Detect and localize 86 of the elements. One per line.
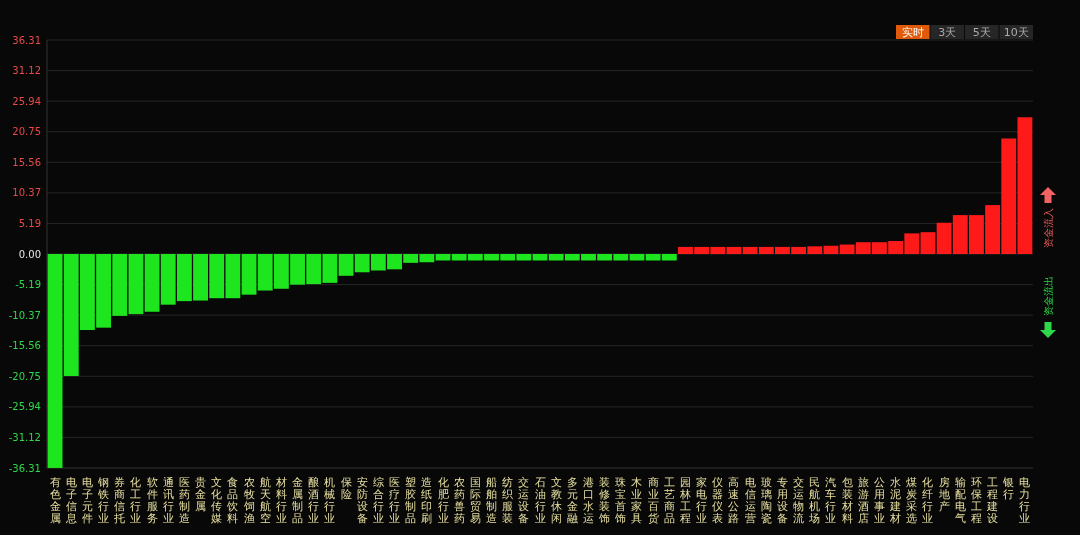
x-tick-label: 综合行业 (372, 476, 384, 524)
x-tick-label: 保险 (340, 476, 352, 500)
x-tick-label: 机械行业 (324, 476, 336, 524)
x-tick-label: 农牧饲渔 (242, 476, 255, 524)
x-tick-label: 塑胶制品 (405, 476, 417, 524)
x-tick-label: 石油行业 (534, 476, 546, 524)
x-tick-label: 金属制品 (292, 476, 304, 524)
x-tick-label: 装修装饰 (598, 476, 611, 524)
x-tick-label: 园林工程 (678, 476, 691, 524)
x-tick-label: 造纸印刷 (421, 476, 433, 524)
x-tick-label: 珠宝首饰 (614, 476, 627, 524)
x-tick-label: 旅游酒店 (857, 476, 869, 524)
x-tick-label: 文化传媒 (211, 476, 223, 524)
x-tick-label: 港口水运 (582, 476, 594, 524)
x-tick-label: 汽车行业 (825, 476, 837, 524)
x-tick-label: 环保工程 (970, 476, 982, 524)
x-tick-label: 银行 (1002, 476, 1015, 500)
x-tick-label: 输配电气 (954, 476, 966, 524)
x-tick-label: 玻璃陶瓷 (760, 476, 772, 524)
x-tick-label: 木业家具 (631, 476, 643, 524)
x-tick-label: 农药兽药 (453, 476, 465, 524)
x-tick-label: 煤炭采选 (906, 476, 918, 524)
text: 资金流入 (1043, 208, 1054, 248)
x-tick-label: 医药制造 (178, 476, 190, 524)
y-tick-label: 25.94 (12, 95, 41, 107)
x-tick-label: 电信运营 (744, 476, 756, 524)
y-tick-label: -10.37 (8, 309, 41, 321)
x-tick-label: 软件服务 (146, 476, 158, 524)
y-tick-label: -5.19 (15, 279, 41, 291)
x-tick-label: 电力行业 (1019, 476, 1031, 524)
y-tick-label: 36.31 (12, 34, 41, 46)
x-tick-label: 文教休闲 (550, 476, 562, 524)
y-tick-label: -31.12 (8, 431, 41, 443)
x-tick-label: 交运设备 (518, 476, 530, 524)
text: 3天 (938, 26, 957, 39)
x-tick-label: 仪器仪表 (712, 476, 724, 524)
y-tick-label: 31.12 (12, 65, 41, 77)
y-tick-label: -15.56 (8, 340, 41, 352)
x-tick-label: 材料行业 (274, 476, 287, 524)
bar (338, 254, 354, 276)
y-tick-label: 10.37 (12, 187, 41, 199)
x-tick-label: 化肥行业 (437, 476, 449, 524)
x-tick-label: 纺织服装 (502, 476, 514, 524)
text: 资金流出 (1043, 276, 1054, 316)
x-tick-label: 医疗行业 (389, 476, 401, 524)
x-tick-label: 国际贸易 (469, 476, 481, 524)
x-tick-label: 电子信息 (64, 476, 77, 524)
x-tick-label: 酿酒行业 (308, 476, 320, 524)
x-tick-label: 食品饮料 (226, 476, 239, 524)
x-tick-label: 公用事业 (873, 476, 885, 524)
text: 10天 (1003, 26, 1029, 39)
x-tick-label: 商业百货 (647, 476, 659, 524)
x-tick-label: 多元金融 (566, 476, 578, 524)
text: 实时 (901, 26, 924, 39)
x-tick-label: 券商信托 (113, 476, 126, 524)
x-tick-label: 工艺商品 (663, 476, 675, 524)
x-tick-label: 船舶制造 (486, 476, 498, 524)
x-tick-label: 水泥建材 (889, 476, 902, 524)
x-tick-label: 贵金属 (195, 476, 207, 512)
text: 5天 (972, 26, 991, 39)
x-tick-label: 通讯行业 (162, 476, 174, 524)
x-tick-label: 交运物流 (793, 476, 805, 524)
y-tick-label: 0.00 (18, 248, 41, 260)
x-tick-label: 有色金属 (49, 476, 61, 524)
bar (823, 245, 839, 254)
y-tick-label: -20.75 (8, 370, 41, 382)
x-tick-label: 民航机场 (808, 476, 821, 524)
x-tick-label: 化纤行业 (922, 476, 934, 524)
y-tick-label: 5.19 (18, 217, 41, 229)
x-tick-label: 化工行业 (130, 476, 142, 524)
y-tick-label: 15.56 (12, 156, 41, 168)
x-tick-label: 工程建设 (986, 476, 999, 524)
x-tick-label: 钢铁行业 (97, 476, 110, 524)
x-tick-label: 专用设备 (776, 476, 788, 524)
x-tick-label: 家电行业 (696, 476, 708, 524)
y-tick-label: -36.31 (8, 462, 41, 474)
x-tick-label: 房地产 (937, 476, 950, 512)
bar (726, 246, 742, 254)
x-tick-label: 电子元件 (81, 476, 93, 524)
x-tick-label: 安防设备 (356, 476, 368, 524)
bar (241, 254, 257, 295)
x-tick-label: 包装材料 (840, 476, 853, 524)
x-tick-label: 高速公路 (728, 476, 740, 524)
y-tick-label: -25.94 (8, 401, 41, 413)
x-tick-label: 航天航空 (259, 476, 271, 524)
y-tick-label: 20.75 (12, 126, 41, 138)
